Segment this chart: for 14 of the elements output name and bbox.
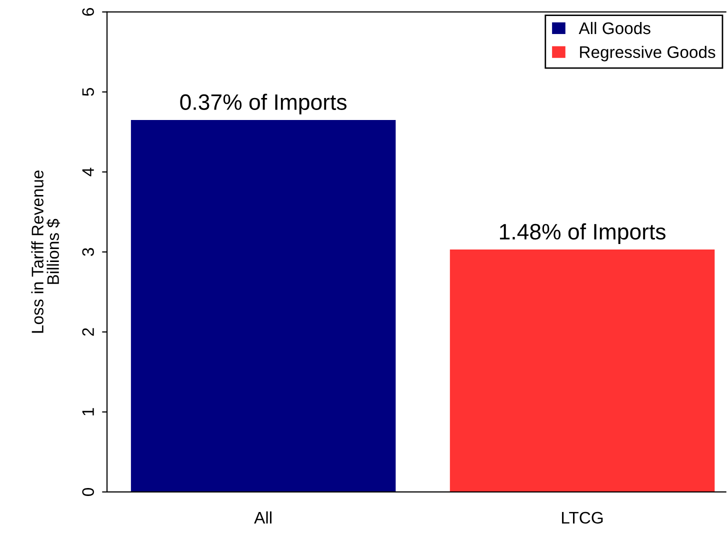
y-tick-label: 3 [82,248,94,256]
y-tick-label: 4 [82,168,94,176]
annotation: 0.37% of Imports [180,94,347,114]
y-tick-label: 2 [82,328,94,336]
y-tick-label: 6 [82,8,94,16]
x-tick-label: All [254,511,272,524]
y-tick-label: 1 [82,408,94,416]
x-tick-label: LTCG [562,512,603,524]
legend-label: Regressive Goods [580,46,716,62]
y-axis-title: Loss in Tariff Revenue Billions $ [31,170,60,333]
legend-label: All Goods [578,22,650,34]
y-tick-label: 0 [82,488,94,496]
y-tick-label: 5 [82,88,94,96]
annotation: 1.48% of Imports [500,223,666,244]
